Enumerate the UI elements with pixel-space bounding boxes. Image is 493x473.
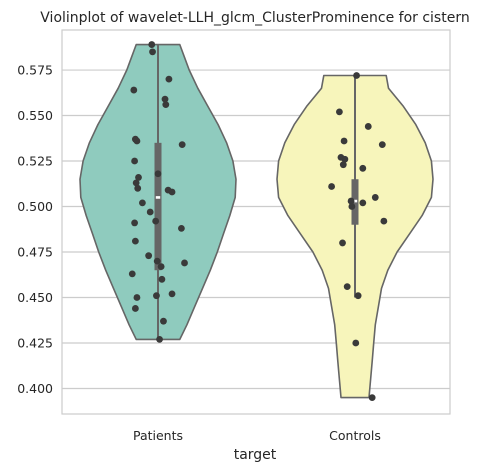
data-point (378, 141, 386, 149)
data-point (341, 155, 349, 163)
data-point (354, 292, 362, 300)
data-point (152, 217, 160, 225)
chart-title: Violinplot of wavelet-LLH_glcm_ClusterPr… (40, 10, 469, 26)
data-point (128, 270, 136, 278)
y-tick-label: 0.550 (17, 108, 53, 123)
data-point (165, 75, 173, 83)
data-point (156, 335, 163, 343)
data-point (131, 237, 139, 245)
data-point (336, 108, 343, 116)
plot-frame (61, 29, 451, 415)
data-point (133, 137, 141, 145)
y-tick-label: 0.425 (17, 336, 53, 351)
x-tick-labels: Patients Controls (133, 428, 381, 443)
y-tick-label: 0.400 (17, 381, 53, 396)
iqr-box-patients (154, 142, 162, 271)
data-point (340, 137, 348, 145)
x-tick-label-patients: Patients (133, 428, 183, 443)
median-controls (352, 199, 358, 203)
data-point (380, 217, 388, 225)
data-point (139, 199, 146, 207)
data-point (157, 263, 165, 270)
y-tick-label: 0.500 (17, 199, 53, 214)
data-point (348, 203, 356, 210)
data-point (178, 141, 186, 149)
data-point (158, 275, 166, 283)
data-point (148, 41, 156, 48)
data-point (359, 164, 367, 172)
data-point (149, 48, 156, 56)
data-point (352, 339, 360, 347)
data-point (359, 199, 367, 207)
data-point (146, 208, 154, 216)
data-point (154, 170, 162, 178)
data-point (168, 290, 176, 298)
data-point (353, 72, 360, 79)
strip-points (128, 41, 388, 402)
data-point (131, 219, 139, 227)
data-point (368, 394, 376, 402)
data-point (371, 194, 379, 201)
data-point (134, 184, 142, 192)
data-point (339, 161, 347, 169)
data-point (343, 283, 351, 291)
data-point (133, 294, 141, 301)
data-point (145, 252, 153, 260)
data-point (153, 292, 160, 300)
data-point (339, 239, 346, 247)
y-tick-label: 0.525 (17, 154, 53, 169)
data-point (135, 174, 142, 181)
x-axis-label: target (234, 447, 277, 463)
data-point (161, 95, 169, 103)
data-point (178, 224, 185, 232)
inner-boxes (154, 44, 359, 340)
median-patients (155, 196, 161, 199)
y-tick-labels: 0.400 0.425 0.450 0.475 0.500 0.525 0.550 0.575 (17, 63, 53, 396)
data-point (347, 197, 355, 205)
data-point (364, 123, 372, 130)
y-tick-label: 0.575 (17, 63, 53, 78)
data-point (328, 183, 335, 190)
y-tick-label: 0.475 (17, 245, 53, 260)
data-point (181, 259, 188, 267)
data-point (131, 157, 139, 165)
data-point (160, 317, 167, 325)
data-point (162, 101, 170, 109)
x-tick-label-controls: Controls (329, 428, 381, 443)
data-point (130, 86, 138, 94)
y-tick-label: 0.450 (17, 290, 53, 305)
data-point (168, 188, 176, 196)
data-point (131, 305, 139, 312)
data-point (132, 179, 140, 187)
data-point (153, 257, 161, 265)
